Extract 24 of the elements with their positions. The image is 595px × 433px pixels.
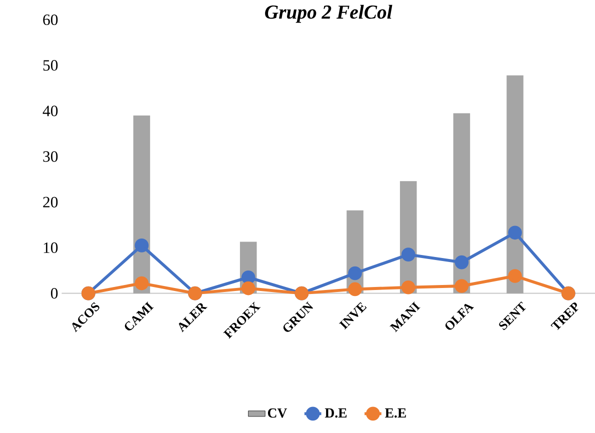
legend-label: E.E xyxy=(385,408,406,418)
bar xyxy=(506,76,524,294)
point xyxy=(348,266,362,280)
y-tick-label: 40 xyxy=(42,106,58,116)
chart-title: Grupo 2 FelCol xyxy=(265,5,392,23)
point xyxy=(401,248,416,262)
point xyxy=(241,270,256,284)
point xyxy=(454,279,469,294)
y-tick-label: 30 xyxy=(43,151,58,162)
point xyxy=(241,282,256,296)
point xyxy=(134,238,149,253)
y-tick-label: 60 xyxy=(43,14,58,26)
y-tick-label: 0 xyxy=(50,288,58,299)
point xyxy=(401,280,416,295)
point xyxy=(134,276,149,290)
legend-label: CV xyxy=(268,408,288,418)
point xyxy=(508,226,522,240)
point xyxy=(454,256,469,270)
y-tick-label: 10 xyxy=(44,242,58,254)
point xyxy=(348,282,362,296)
point xyxy=(508,269,522,284)
legend-label: D.E xyxy=(324,408,347,418)
y-tick-label: 50 xyxy=(43,60,58,71)
y-tick-label: 20 xyxy=(43,197,58,208)
